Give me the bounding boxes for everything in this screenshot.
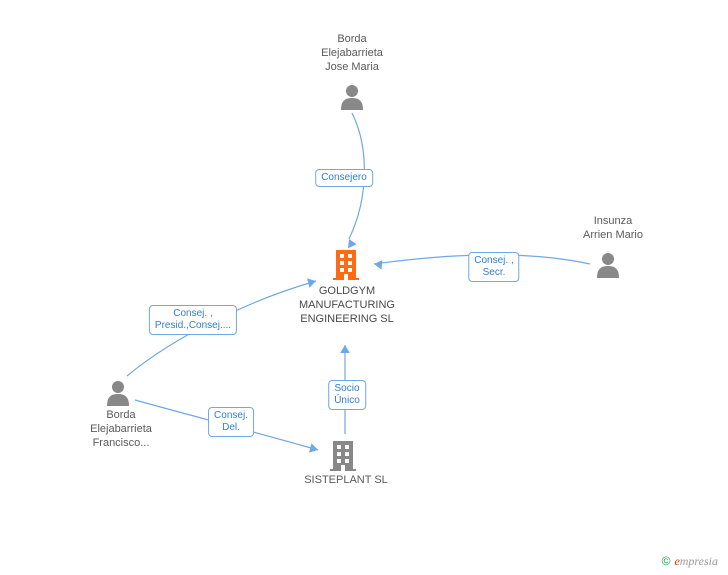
person-icon (597, 253, 619, 278)
edge-badge-socio-unico: Socio Único (328, 380, 366, 410)
building-icon-secondary (330, 441, 356, 471)
edge-badge-consejero: Consejero (315, 169, 373, 187)
building-icon-primary (333, 250, 359, 280)
copyright-symbol: © (662, 554, 675, 568)
footer-credit: ©empresia (662, 554, 718, 569)
node-label-center: GOLDGYM MANUFACTURING ENGINEERING SL (296, 285, 398, 326)
edge-badge-consej-del: Consej. Del. (208, 407, 254, 437)
node-label-top: Borda Elejabarrieta Jose Maria (315, 33, 389, 74)
node-label-bottom: SISTEPLANT SL (300, 474, 392, 488)
edge-badge-consej-secr: Consej. , Secr. (468, 252, 519, 282)
node-label-left: Borda Elejabarrieta Francisco... (84, 409, 158, 450)
person-icon (107, 381, 129, 406)
person-icon (341, 85, 363, 110)
edge-badge-consej-presid: Consej. , Presid.,Consej.... (149, 305, 237, 335)
node-label-right: Insunza Arrien Mario (576, 215, 650, 243)
brand-rest: mpresia (680, 554, 718, 568)
